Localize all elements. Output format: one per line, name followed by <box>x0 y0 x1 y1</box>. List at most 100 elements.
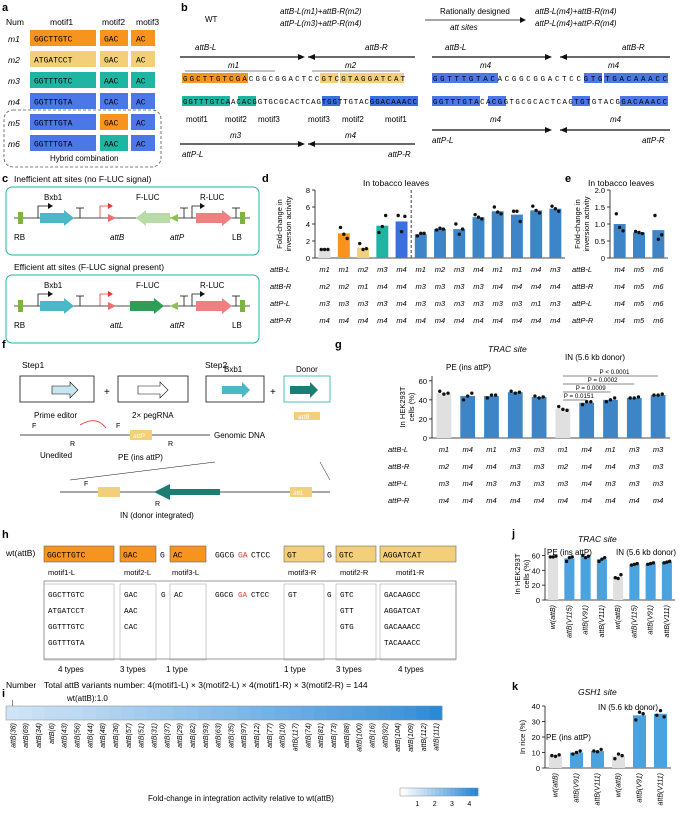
motif-cell: m1 <box>512 265 522 274</box>
data-point <box>557 753 561 757</box>
y-axis-label-1: Fold-change in <box>573 199 582 249</box>
data-point <box>554 554 558 558</box>
motif-cell: m3 <box>510 462 521 471</box>
row-label: attB-L <box>270 265 290 274</box>
data-point <box>614 212 619 216</box>
category-label: attB(V111) <box>658 773 665 805</box>
panel-d-chart: 0 2 4 6 8 m1 m2 m3 m4 m1 m2 m3 m4 m2 m1 m3 m4 m3 m4 m3 m4 m4 m… <box>270 186 565 325</box>
heatmap-col-label: attB(57) <box>126 723 133 748</box>
motif1-cell <box>30 30 96 46</box>
data-point <box>460 227 465 231</box>
primer-F-label-1: F <box>32 423 36 430</box>
heatmap-col-label: attB(112) <box>421 723 428 751</box>
data-point <box>658 708 663 713</box>
heatmap-col-label: attB(44) <box>87 723 94 748</box>
bar <box>318 249 331 258</box>
construct-box-2 <box>5 274 260 344</box>
bar <box>484 396 499 438</box>
spacer-left: GGCG <box>215 552 234 561</box>
bar <box>579 402 595 438</box>
heatmap-col-label: attB(38) <box>10 723 17 748</box>
legend-tick: 2 <box>433 801 437 808</box>
motif-cell: m3 <box>377 265 388 274</box>
y-tick-label: 40 <box>532 566 540 575</box>
y-tick-label: 0 <box>536 764 540 773</box>
seq-top-left-text: GGCTTGTCGACGGCGGACTCCGTCGTAGGATCAT <box>183 76 406 84</box>
data-point <box>600 557 604 561</box>
fluc-label: F-LUC <box>136 281 160 290</box>
promoter-1 <box>37 205 48 218</box>
variant-spacer-right: CTCC <box>251 592 270 600</box>
data-point <box>548 555 553 559</box>
category-label: wt(attB) <box>550 605 557 629</box>
promoter-3-head <box>200 203 205 209</box>
heatmap-cell <box>70 706 84 720</box>
variant-seq: GGTTTGTA <box>48 640 85 648</box>
prime-editor-box <box>19 375 95 403</box>
data-point <box>399 229 404 234</box>
att-left-label: attB <box>110 233 125 242</box>
y-axis-label-1: In HEK293T <box>398 386 407 427</box>
pe-label: PE (ins attP) <box>118 453 163 462</box>
bar <box>548 556 559 600</box>
variant-type-count: 3 types <box>120 665 146 674</box>
data-point <box>580 402 585 407</box>
promoter-3-head <box>200 291 205 297</box>
motif-cell: m3 <box>319 299 330 308</box>
y-tick-label: 30 <box>532 718 540 727</box>
motif-cell: m3 <box>358 299 369 308</box>
heatmap-col-label: attB(81) <box>318 723 325 748</box>
category-label: wt(attB) <box>616 773 623 797</box>
motif-cell: m4 <box>339 316 349 325</box>
data-point <box>415 234 420 238</box>
variant-column <box>283 583 325 661</box>
motif-cell: m4 <box>534 496 544 505</box>
design-arrowhead <box>520 17 526 23</box>
motif-cell: m3 <box>534 479 545 488</box>
bar <box>453 229 466 258</box>
panel-letter-b: b <box>181 2 188 14</box>
category-label: wt(attB) <box>615 605 622 629</box>
bar <box>613 576 624 600</box>
data-point <box>361 247 365 252</box>
y-axis-label-2: cells (%) <box>407 392 416 421</box>
panel-g-chart: 0 20 40 60 m1 m2 m3 m4 m4 m4 m4 m4 m1 m4 m3 m4 m3 m3 m3 m4 m… <box>388 353 670 505</box>
heatmap-col-label: attB(74) <box>305 723 312 748</box>
heatmap-col-label: attB(56) <box>75 723 82 748</box>
att-right-label: attR <box>170 321 185 330</box>
panel-letter-e: e <box>565 173 571 185</box>
total-variants-formula: Total attB variants number: 4(motif1-L) … <box>44 680 368 690</box>
heatmap-col-label: attB(117) <box>293 723 300 751</box>
motif-cell: m3 <box>454 299 465 308</box>
bar <box>395 221 408 258</box>
data-point <box>585 400 589 404</box>
heatmap-cell <box>249 706 263 720</box>
panel-d-title: In tobacco leaves <box>363 178 429 188</box>
panel-letter-h: h <box>2 529 9 541</box>
seq-bot-right-text: GGTTTGTACACGGTGCGCACTCAGTGTGTACGGACAAACC <box>433 99 668 107</box>
legend-gradient-border <box>399 787 479 797</box>
heatmap-cell <box>57 706 71 720</box>
heatmap-col-label: attB(35) <box>228 723 235 748</box>
data-point <box>342 232 346 236</box>
motif-cell: m5 <box>634 265 645 274</box>
heatmap-cell <box>339 706 353 720</box>
motif-cell: m4 <box>581 479 591 488</box>
heatmap-col-label: attB(48) <box>100 723 107 748</box>
data-point <box>608 398 613 402</box>
motif-cell: m4 <box>462 445 472 454</box>
motif-cell: m1 <box>319 265 329 274</box>
motif-cell: m4 <box>550 282 560 291</box>
data-point <box>446 391 450 395</box>
data-point <box>613 757 617 761</box>
data-point <box>613 576 618 580</box>
data-point <box>457 232 461 236</box>
heatmap-cell <box>211 706 225 720</box>
data-point <box>561 407 565 412</box>
data-point <box>557 404 561 409</box>
data-point <box>493 393 498 397</box>
motif3-L-box <box>169 545 207 563</box>
p-value: P = 0.0151 <box>564 393 595 400</box>
legend-gradient-cell <box>466 788 471 796</box>
attL-site-left <box>98 487 120 497</box>
